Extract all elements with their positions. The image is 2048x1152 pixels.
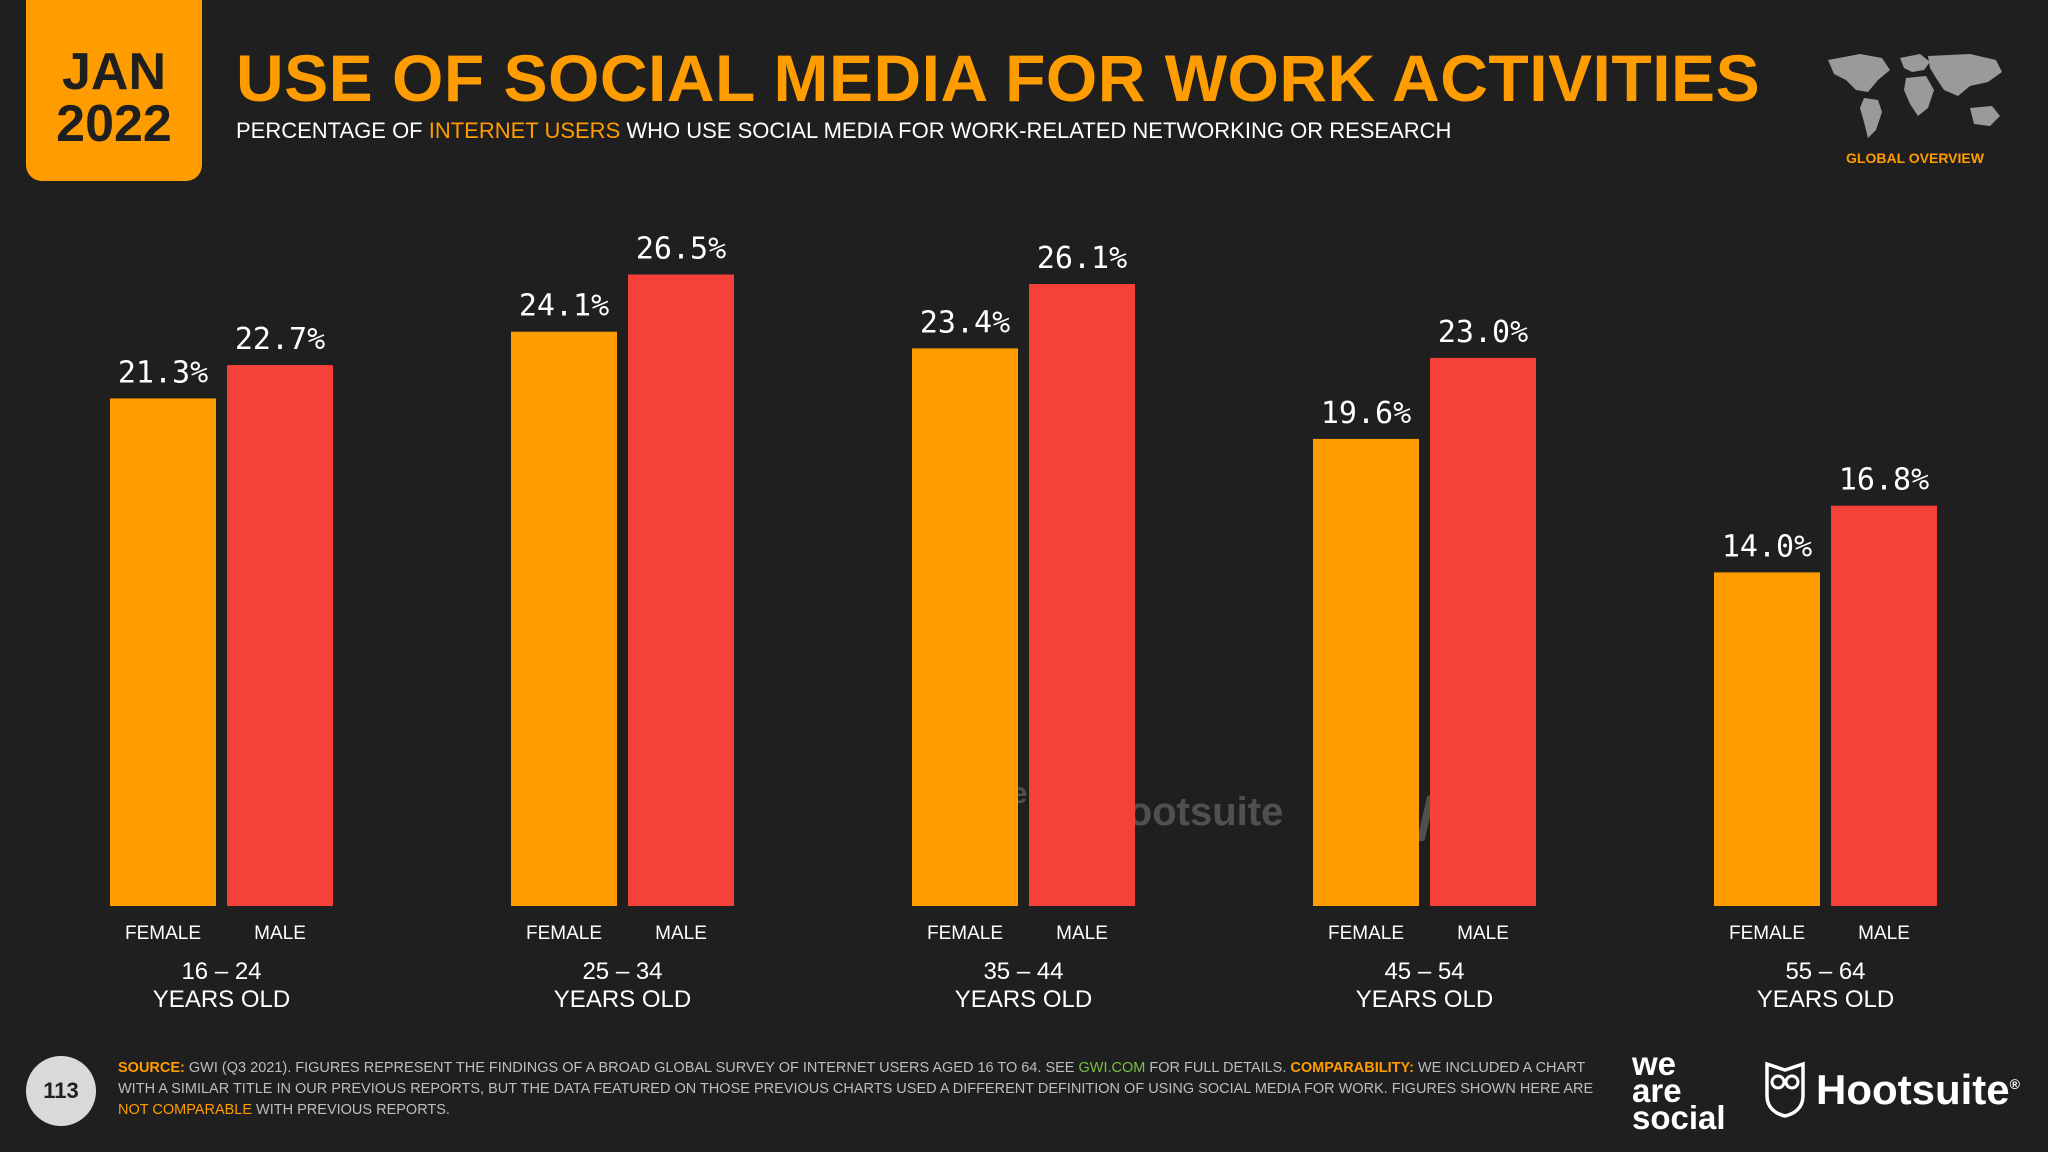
bar-male-5 — [1831, 505, 1937, 906]
page-subtitle: PERCENTAGE OF INTERNET USERS WHO USE SOC… — [236, 118, 1451, 144]
global-overview-label: GLOBAL OVERVIEW — [1846, 150, 1984, 166]
category-range-3: 35 – 44 — [983, 958, 1063, 985]
subtitle-pre: PERCENTAGE OF — [236, 118, 429, 143]
data-label-male-1: 22.7% — [235, 322, 325, 357]
comparability-label: COMPARABILITY: — [1290, 1060, 1414, 1076]
source-text-2: FOR FULL DETAILS. — [1145, 1060, 1291, 1076]
bar-female-2 — [511, 331, 617, 906]
category-label-1: YEARS OLD — [153, 986, 290, 1013]
data-label-female-5: 14.0% — [1722, 529, 1812, 564]
data-label-male-4: 23.0% — [1438, 315, 1528, 350]
source-label: SOURCE: — [118, 1060, 185, 1076]
subtitle-highlight: INTERNET USERS — [428, 118, 621, 143]
category-label-3: YEARS OLD — [955, 986, 1092, 1013]
series-label-female-2: FEMALE — [526, 923, 602, 944]
date-month: JAN — [61, 43, 167, 101]
source-link[interactable]: GWI.COM — [1078, 1060, 1146, 1076]
category-range-2: 25 – 34 — [582, 958, 662, 985]
comparability-text: WE INCLUDED A CHART WITH A SIMILAR TITLE… — [118, 1060, 1594, 1097]
series-label-female-1: FEMALE — [125, 923, 201, 944]
bar-female-4 — [1313, 438, 1419, 906]
data-label-female-4: 19.6% — [1321, 396, 1411, 431]
logo-are: are — [1632, 1072, 1682, 1109]
we-are-social-logo: we are social — [1632, 1045, 1726, 1136]
date-badge: JAN 2022 — [26, 0, 202, 181]
series-label-male-2: MALE — [655, 923, 707, 944]
world-map-icon — [1828, 54, 2002, 138]
bar-male-1 — [227, 365, 333, 907]
category-range-1: 16 – 24 — [181, 958, 261, 985]
footnote: SOURCE: GWI (Q3 2021). FIGURES REPRESENT… — [118, 1058, 1598, 1121]
bar-male-3 — [1029, 284, 1135, 906]
category-label-2: YEARS OLD — [554, 986, 691, 1013]
page-title: USE OF SOCIAL MEDIA FOR WORK ACTIVITIES — [236, 41, 1761, 115]
data-label-female-1: 21.3% — [118, 355, 208, 390]
series-label-male-3: MALE — [1056, 923, 1108, 944]
data-label-male-2: 26.5% — [636, 232, 726, 267]
series-label-male-4: MALE — [1457, 923, 1509, 944]
logo-we: we — [1632, 1045, 1677, 1082]
data-label-female-2: 24.1% — [519, 289, 609, 324]
subtitle-post: WHO USE SOCIAL MEDIA FOR WORK-RELATED NE… — [620, 118, 1452, 143]
category-range-4: 45 – 54 — [1384, 958, 1464, 985]
hootsuite-logo: Hootsuite® — [1816, 1066, 2020, 1114]
bar-female-3 — [912, 348, 1018, 906]
date-year: 2022 — [56, 95, 172, 153]
bar-female-1 — [110, 398, 216, 906]
bar-male-4 — [1430, 357, 1536, 906]
series-label-female-3: FEMALE — [927, 923, 1003, 944]
comparability-end: WITH PREVIOUS REPORTS. — [252, 1102, 450, 1118]
category-label-5: YEARS OLD — [1757, 986, 1894, 1013]
hootsuite-logo-text: Hootsuite — [1816, 1066, 2010, 1113]
logo-social: social — [1632, 1099, 1726, 1136]
category-range-5: 55 – 64 — [1785, 958, 1865, 985]
hootsuite-owl-icon — [1765, 1061, 1805, 1118]
data-label-male-3: 26.1% — [1037, 241, 1127, 276]
bar-male-2 — [628, 274, 734, 906]
series-label-male-5: MALE — [1858, 923, 1910, 944]
registered-mark: ® — [2009, 1076, 2020, 1092]
not-comparable-text: NOT COMPARABLE — [118, 1102, 253, 1118]
series-label-male-1: MALE — [254, 923, 306, 944]
series-label-female-4: FEMALE — [1328, 923, 1404, 944]
series-label-female-5: FEMALE — [1729, 923, 1805, 944]
bar-female-5 — [1714, 572, 1820, 906]
source-text-1: GWI (Q3 2021). FIGURES REPRESENT THE FIN… — [184, 1060, 1079, 1076]
page-number: 113 — [26, 1056, 96, 1126]
category-label-4: YEARS OLD — [1356, 986, 1493, 1013]
data-label-female-3: 23.4% — [920, 305, 1010, 340]
data-label-male-5: 16.8% — [1839, 463, 1929, 498]
